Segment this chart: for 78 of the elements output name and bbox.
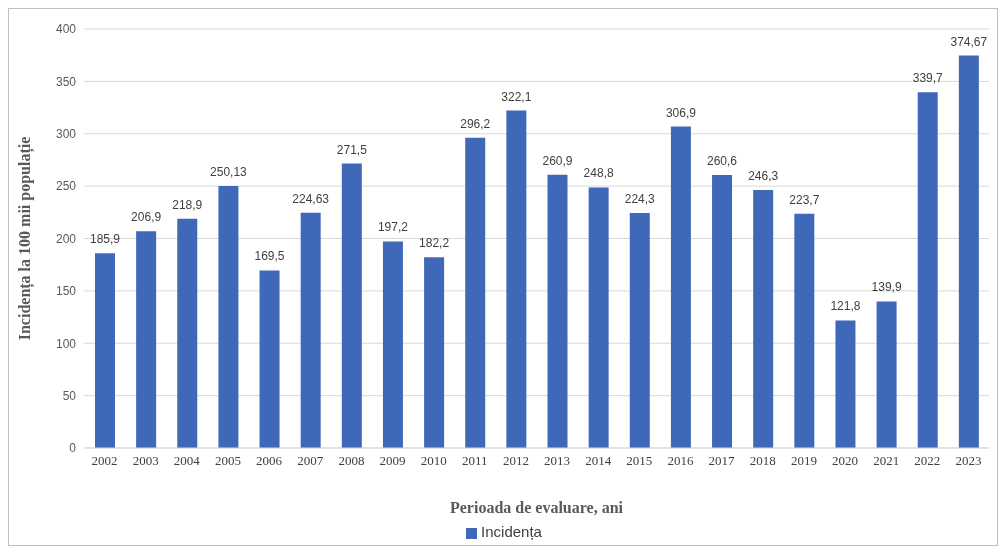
x-axis-title: Perioada de evaluare, ani	[449, 499, 624, 516]
y-tick-label: 400	[55, 22, 77, 37]
data-label: 322,1	[501, 89, 532, 104]
y-tick-label: 200	[55, 231, 77, 246]
y-tick-label: 100	[55, 336, 77, 351]
bar	[506, 110, 527, 448]
bar	[259, 270, 280, 448]
y-tick-label: 250	[55, 179, 77, 194]
x-tick-label: 2021	[873, 453, 900, 469]
bar	[588, 187, 609, 448]
x-tick-label: 2013	[544, 453, 571, 469]
data-label: 271,5	[336, 142, 368, 157]
data-label: 218,9	[172, 197, 203, 212]
x-tick-label: 2022	[914, 453, 941, 469]
y-tick-label: 150	[55, 284, 77, 299]
bar	[876, 301, 897, 448]
bar	[218, 185, 239, 448]
x-tick-label: 2018	[749, 453, 776, 469]
y-tick-label: 0	[69, 441, 77, 456]
x-tick-label: 2014	[585, 453, 612, 469]
data-label: 260,6	[707, 154, 738, 169]
bar	[917, 92, 938, 448]
x-tick-label: 2004	[173, 453, 201, 469]
data-label: 139,9	[871, 280, 902, 295]
bar	[95, 253, 115, 448]
data-label: 223,7	[789, 192, 820, 207]
x-tick-label: 2015	[626, 453, 653, 469]
x-tick-label: 2008	[338, 453, 365, 469]
x-tick-label: 2006	[256, 453, 283, 469]
data-label: 374,67	[950, 34, 988, 49]
x-tick-label: 2002	[91, 453, 118, 469]
bar	[136, 231, 157, 448]
y-axis-title: Incidența la 100 mii populație	[15, 136, 35, 341]
data-label: 248,8	[583, 166, 614, 181]
x-tick-label: 2019	[790, 453, 817, 469]
bar	[629, 213, 650, 448]
bar	[341, 163, 362, 448]
bar	[177, 218, 198, 448]
x-tick-label: 2020	[832, 453, 859, 469]
bar	[424, 257, 445, 448]
legend-label: Incidența	[481, 523, 542, 540]
bar	[382, 241, 403, 448]
bar	[753, 190, 774, 448]
data-label: 169,5	[254, 249, 285, 264]
data-label: 224,3	[624, 192, 656, 207]
bar	[712, 175, 733, 448]
data-label: 185,9	[89, 232, 121, 247]
bar	[958, 55, 979, 448]
data-label: 197,2	[377, 220, 409, 235]
x-tick-label: 2007	[297, 453, 324, 469]
data-label: 296,2	[460, 116, 491, 131]
y-tick-label: 350	[55, 74, 77, 89]
x-tick-label: 2011	[462, 453, 488, 469]
bar	[465, 137, 486, 448]
x-tick-label: 2003	[132, 453, 159, 469]
bar	[835, 320, 856, 448]
x-tick-label: 2012	[502, 453, 529, 469]
data-label: 121,8	[830, 299, 861, 314]
y-tick-label: 300	[55, 127, 77, 142]
y-tick-label: 50	[62, 388, 77, 403]
data-label: 339,7	[912, 71, 944, 86]
data-label: 224,63	[292, 191, 330, 206]
bar	[547, 174, 568, 448]
data-label: 306,9	[665, 105, 697, 120]
data-label: 250,13	[210, 164, 248, 179]
x-tick-label: 2005	[214, 453, 241, 469]
data-label: 246,3	[748, 169, 779, 183]
data-label: 206,9	[131, 210, 162, 225]
bar	[670, 126, 691, 448]
x-tick-label: 2023	[955, 453, 982, 469]
bar	[794, 213, 815, 448]
data-label: 182,2	[419, 236, 450, 251]
data-label: 260,9	[542, 153, 573, 168]
x-tick-label: 2010	[420, 453, 447, 469]
x-tick-label: 2017	[708, 453, 736, 469]
bar	[300, 212, 321, 448]
x-tick-label: 2009	[379, 453, 406, 469]
x-tick-label: 2016	[667, 453, 694, 469]
